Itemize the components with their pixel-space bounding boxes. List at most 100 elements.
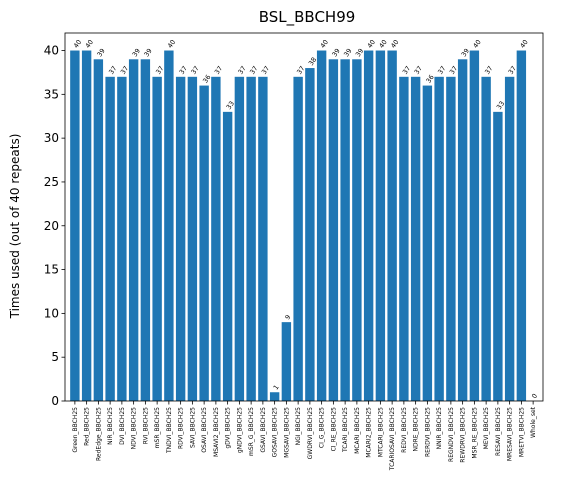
- y-tick-label-6: 30: [44, 131, 59, 145]
- bar-36: [493, 111, 503, 402]
- x-tick-label-25: MCARI2_BBCH25: [366, 407, 373, 458]
- bar-37: [504, 76, 515, 401]
- bar-5: [128, 59, 139, 401]
- bar-32: [446, 76, 456, 401]
- bar-value-label-20: 38: [307, 56, 318, 67]
- bar-value-label-16: 37: [260, 65, 271, 76]
- x-tick-label-19: NGI_BBCH25: [295, 407, 302, 446]
- bar-21: [316, 50, 327, 402]
- bar-25: [363, 50, 374, 402]
- bar-value-label-25: 40: [366, 38, 377, 49]
- bar-0: [70, 50, 80, 402]
- x-tick-label-37: MRESAVI_BBCH25: [507, 407, 514, 461]
- bar-20: [305, 68, 315, 402]
- bar-value-label-21: 40: [319, 38, 330, 49]
- y-axis-ticks: 0 5 10 15 20 25 30 35 40: [44, 44, 65, 408]
- bar-33: [457, 59, 468, 401]
- bar-1: [81, 50, 92, 402]
- x-tick-label-21: CI_G_BBCH25: [319, 407, 326, 448]
- bar-value-label-32: 37: [448, 65, 459, 76]
- bar-24: [352, 59, 362, 401]
- bar-value-label-14: 37: [236, 65, 247, 76]
- x-tick-label-23: TCARI_BBCH25: [342, 407, 349, 453]
- x-tick-label-4: DVI_BBCH25: [119, 407, 126, 445]
- bar-value-label-38: 40: [518, 38, 529, 49]
- bar-value-label-19: 37: [295, 65, 306, 76]
- bar-value-label-36: 33: [495, 100, 506, 111]
- bar-17: [269, 392, 280, 401]
- x-tick-label-12: MSAVI2_BBCH25: [213, 407, 220, 457]
- bar-value-label-5: 39: [131, 47, 142, 58]
- bar-29: [410, 76, 421, 401]
- x-tick-label-28: REDVI_BBCH25: [401, 407, 408, 453]
- bar-6: [140, 59, 151, 401]
- y-tick-label-0: 0: [51, 394, 59, 408]
- bar-26: [375, 50, 386, 402]
- bar-value-label-12: 37: [213, 65, 224, 76]
- chart-title: BSL_BBCH99: [259, 8, 356, 27]
- x-tick-label-27: TCARIOSAVI_BBCH25: [389, 407, 396, 471]
- x-tick-label-30: RERDVI_BBCH25: [424, 407, 431, 457]
- bar-value-label-9: 37: [178, 65, 189, 76]
- x-tick-label-1: Red_BBCH25: [84, 407, 91, 446]
- x-tick-label-24: MCARI_BBCH25: [354, 407, 361, 454]
- x-tick-label-8: TNDVI_BBCH25: [166, 407, 173, 454]
- bar-value-label-1: 40: [84, 38, 95, 49]
- bar-value-label-11: 36: [201, 73, 212, 84]
- x-tick-label-20: GWDRVI_BBCH25: [307, 407, 314, 460]
- bar-27: [387, 50, 397, 402]
- y-tick-label-1: 5: [51, 350, 59, 364]
- y-tick-label-4: 20: [44, 219, 59, 233]
- x-tick-label-36: RESAVI_BBCH25: [495, 407, 502, 456]
- y-tick-label-7: 35: [44, 87, 59, 101]
- bar-value-label-7: 37: [154, 65, 165, 76]
- y-tick-label-5: 25: [44, 175, 59, 189]
- bar-value-label-4: 37: [119, 65, 130, 76]
- bar-13: [222, 111, 233, 402]
- bar-12: [211, 76, 221, 401]
- bar-value-label-3: 37: [107, 65, 118, 76]
- x-tick-label-17: GOSAVI_BBCH25: [272, 407, 279, 458]
- bar-23: [340, 59, 350, 401]
- bar-value-label-22: 39: [330, 47, 341, 58]
- bar-value-label-30: 36: [424, 73, 435, 84]
- bar-38: [516, 50, 527, 402]
- bar-35: [481, 76, 491, 401]
- bar-value-label-10: 37: [189, 65, 200, 76]
- x-tick-label-39: Whole_set: [530, 406, 537, 438]
- x-tick-label-38: MRETVI_BBCH25: [518, 407, 525, 457]
- bar-value-label-28: 37: [401, 65, 412, 76]
- x-tick-label-13: gDVI_BBCH25: [225, 407, 232, 449]
- bar-9: [175, 76, 186, 401]
- bar-10: [187, 76, 198, 401]
- y-tick-label-3: 15: [44, 263, 59, 277]
- bar-value-label-27: 40: [389, 38, 400, 49]
- x-tick-label-14: gNDVI_BBCH25: [236, 407, 243, 453]
- x-tick-label-29: NDRE_BBCH25: [413, 407, 420, 452]
- bar-value-label-35: 37: [483, 65, 494, 76]
- bar-19: [293, 76, 303, 401]
- y-tick-label-2: 10: [44, 306, 59, 320]
- y-axis-label: Times used (out of 40 repeats): [8, 134, 22, 320]
- bar-value-label-29: 37: [413, 65, 424, 76]
- x-tick-label-3: NIR_BBCH25: [107, 407, 114, 445]
- bar-14: [234, 76, 245, 401]
- bar-value-label-0: 40: [72, 38, 83, 49]
- bar-value-label-37: 37: [507, 65, 518, 76]
- plot-frame: [64, 32, 544, 402]
- bar-value-label-23: 39: [342, 47, 353, 58]
- bar-value-label-31: 37: [436, 65, 447, 76]
- bar-value-label-13: 33: [225, 100, 236, 111]
- x-tick-label-35: MEVI_BBCH25: [483, 407, 490, 449]
- x-tick-label-7: mSR_BBCH25: [154, 407, 161, 448]
- bar-value-label-17: 1: [272, 383, 281, 391]
- x-tick-label-11: OSAVI_BBCH25: [201, 407, 208, 453]
- bar-value-label-33: 39: [460, 47, 471, 58]
- x-tick-label-15: mSR_G_BBCH25: [248, 407, 255, 456]
- bar-4: [117, 76, 127, 401]
- bar-value-label-18: 9: [283, 313, 292, 321]
- x-axis-ticks: Green_BBCH25 Red_BBCH25 RedEdge_BBCH25 NIR_…: [72, 401, 537, 471]
- x-tick-label-33: REWDRVI_BBCH25: [460, 407, 467, 463]
